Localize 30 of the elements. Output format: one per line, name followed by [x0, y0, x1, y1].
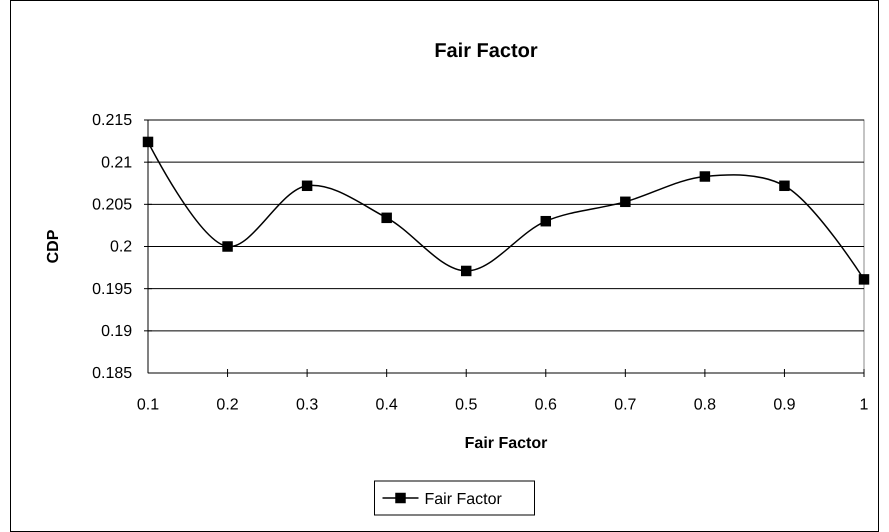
- x-tick-label: 0.6: [534, 396, 557, 414]
- point: [858, 274, 870, 285]
- y-tick-label: 0.19: [101, 322, 132, 340]
- x-tick-label: 0.8: [694, 396, 716, 414]
- y-axis-title: CDP: [45, 229, 62, 264]
- point: [302, 180, 312, 192]
- x-tick-label: 0.9: [773, 396, 796, 414]
- x-axis-title: Fair Factor: [464, 435, 548, 452]
- point: [381, 212, 392, 224]
- y-tick-label: 0.185: [92, 365, 132, 382]
- y-tick-label: 0.2: [110, 238, 132, 256]
- y-tick-label: 0.205: [92, 196, 132, 214]
- x-tick-label: 1: [860, 396, 869, 414]
- x-tick-label: 0.5: [455, 396, 478, 414]
- legend-label: Fair Factor: [424, 491, 503, 508]
- point: [460, 266, 472, 276]
- x-tick-label: 0.3: [296, 396, 318, 414]
- point: [700, 171, 710, 182]
- x-tick-label: 0.7: [614, 396, 637, 414]
- x-tick-label: 0.4: [376, 396, 398, 414]
- point: [222, 241, 233, 252]
- y-tick-label: 0.21: [101, 154, 132, 172]
- y-tick-label: 0.215: [92, 112, 132, 130]
- x-tick-label: 0.1: [136, 396, 160, 414]
- x-tick-label: 0.2: [216, 396, 239, 414]
- chart-title: Fair Factor: [434, 40, 538, 62]
- point: [620, 196, 631, 208]
- point: [779, 180, 790, 192]
- y-tick-label: 0.195: [92, 280, 132, 298]
- point: [540, 216, 552, 226]
